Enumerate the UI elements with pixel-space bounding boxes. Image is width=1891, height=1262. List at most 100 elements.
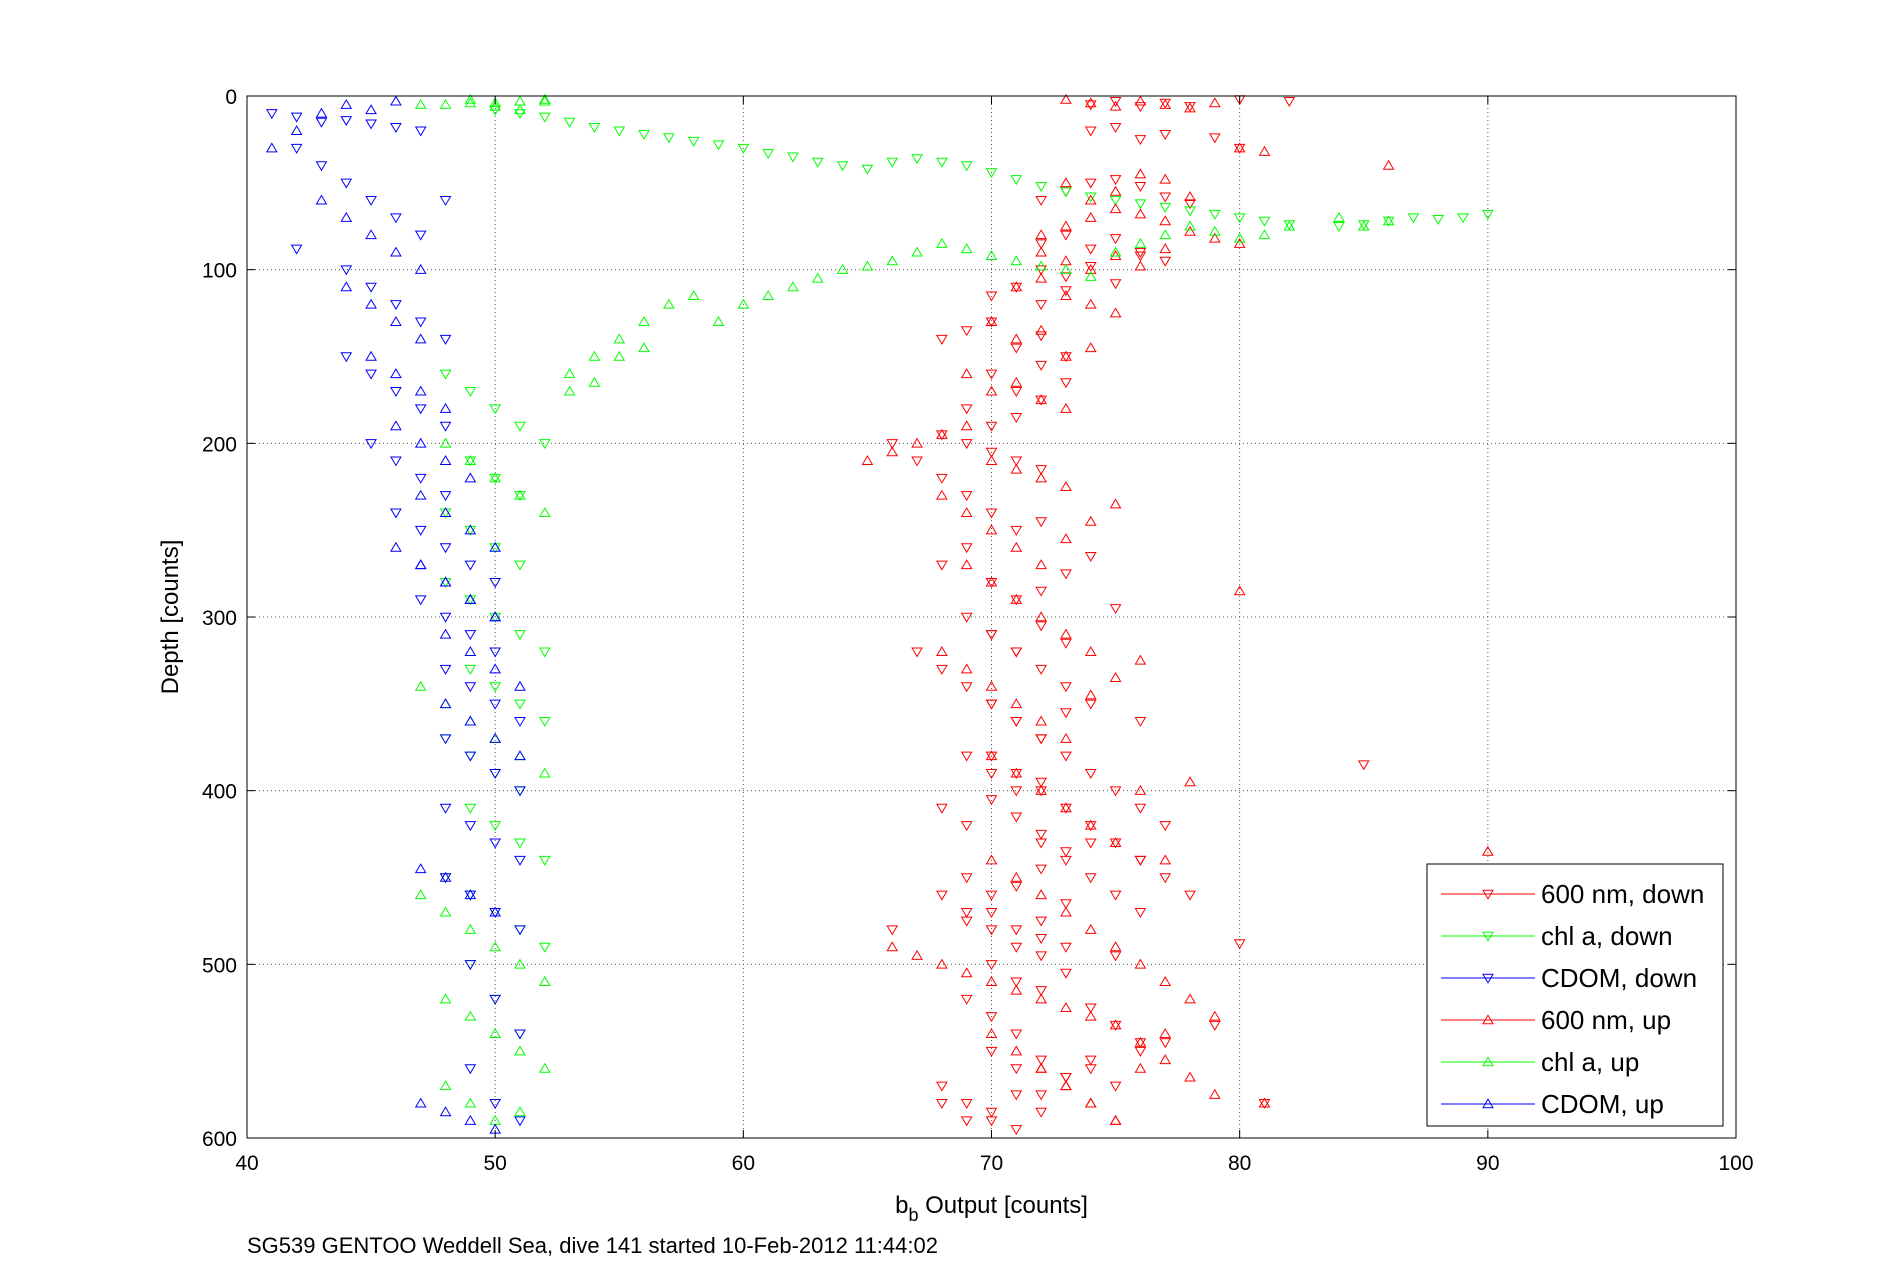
- data-point: [464, 630, 477, 641]
- data-point: [1109, 185, 1122, 196]
- data-point: [439, 195, 452, 206]
- data-point: [1035, 889, 1048, 900]
- data-point: [960, 559, 973, 570]
- x-tick-label: 100: [1718, 1152, 1753, 1175]
- data-point: [365, 298, 377, 309]
- data-point: [1060, 708, 1072, 719]
- data-point: [1084, 821, 1097, 832]
- data-point: [1134, 260, 1147, 271]
- data-point: [489, 472, 502, 483]
- data-point: [1010, 767, 1023, 778]
- data-point: [439, 402, 452, 413]
- axis-ticks: 40 50 60 70 80 90 100 0 100 200 300 400 500 600: [202, 86, 1754, 1175]
- data-point: [489, 838, 502, 849]
- data-point: [1109, 195, 1122, 206]
- y-tick-label: 100: [202, 260, 237, 283]
- legend-marker: [1482, 1056, 1494, 1067]
- data-point: [1258, 216, 1271, 227]
- data-point: [960, 821, 973, 832]
- data-point: [439, 803, 452, 814]
- series-5: [265, 95, 526, 1134]
- data-point: [514, 855, 526, 866]
- data-point: [1233, 939, 1246, 950]
- data-point: [1109, 246, 1122, 257]
- data-point: [439, 578, 452, 589]
- data-point: [1035, 182, 1048, 193]
- data-point: [1035, 272, 1048, 283]
- data-point: [811, 272, 824, 283]
- data-point: [1134, 855, 1147, 866]
- legend: 600 nm, down chl a, down CDOM, down 600 nm,…: [1426, 863, 1724, 1127]
- data-point: [1159, 1038, 1172, 1049]
- data-point: [1060, 481, 1072, 491]
- data-point: [1134, 1062, 1147, 1073]
- data-point: [464, 1010, 477, 1021]
- data-point: [985, 750, 998, 761]
- data-point: [464, 890, 477, 901]
- data-point: [1159, 873, 1172, 884]
- x-axis-label-subscript: b: [908, 1205, 918, 1225]
- data-point: [315, 117, 328, 128]
- data-point: [1060, 289, 1072, 300]
- data-point: [464, 1064, 477, 1075]
- data-point: [464, 593, 477, 604]
- data-point: [439, 454, 452, 465]
- data-point: [1060, 1072, 1072, 1083]
- data-point: [1060, 802, 1072, 813]
- data-point: [1035, 1055, 1048, 1066]
- data-point: [439, 873, 452, 884]
- data-point: [935, 645, 948, 656]
- data-point: [1084, 263, 1097, 274]
- data-point: [414, 263, 427, 274]
- data-point: [1159, 129, 1172, 140]
- data-point: [489, 821, 502, 832]
- data-point: [538, 975, 551, 986]
- data-point: [1084, 873, 1097, 884]
- data-point: [514, 1106, 526, 1117]
- data-point: [1010, 925, 1023, 936]
- data-point: [1109, 604, 1122, 615]
- data-point: [1060, 378, 1072, 389]
- data-point: [1134, 958, 1147, 969]
- data-point: [1109, 941, 1122, 952]
- data-point: [1060, 628, 1072, 639]
- data-point: [489, 647, 502, 658]
- data-point: [1084, 100, 1097, 111]
- data-point: [985, 1012, 998, 1023]
- data-marks: [265, 93, 1494, 1136]
- data-point: [414, 126, 427, 137]
- data-point: [1010, 977, 1023, 988]
- data-point: [1134, 199, 1147, 210]
- data-point: [1010, 698, 1023, 709]
- data-point: [1134, 1038, 1147, 1049]
- data-point: [538, 767, 551, 778]
- data-point: [514, 1045, 526, 1056]
- data-point: [985, 369, 998, 380]
- data-point: [1010, 255, 1023, 266]
- data-point: [1481, 845, 1494, 856]
- data-point: [911, 246, 923, 257]
- data-point: [1382, 159, 1395, 170]
- data-point: [886, 925, 899, 936]
- data-point: [340, 265, 353, 276]
- data-point: [1134, 1036, 1147, 1047]
- data-point: [935, 237, 948, 248]
- data-point: [960, 543, 973, 554]
- data-point: [464, 93, 477, 104]
- data-point: [1060, 899, 1072, 910]
- data-point: [1134, 95, 1147, 106]
- data-point: [985, 751, 998, 762]
- data-point: [464, 751, 477, 762]
- data-point: [1233, 237, 1246, 248]
- data-point: [390, 420, 402, 431]
- data-point: [1134, 208, 1147, 219]
- data-point: [538, 716, 551, 727]
- data-point: [960, 682, 973, 693]
- data-point: [1060, 286, 1072, 297]
- data-point: [464, 560, 477, 571]
- data-point: [340, 281, 353, 292]
- data-point: [1035, 331, 1048, 342]
- data-point: [960, 420, 973, 431]
- data-point: [439, 993, 452, 1004]
- data-point: [514, 104, 526, 115]
